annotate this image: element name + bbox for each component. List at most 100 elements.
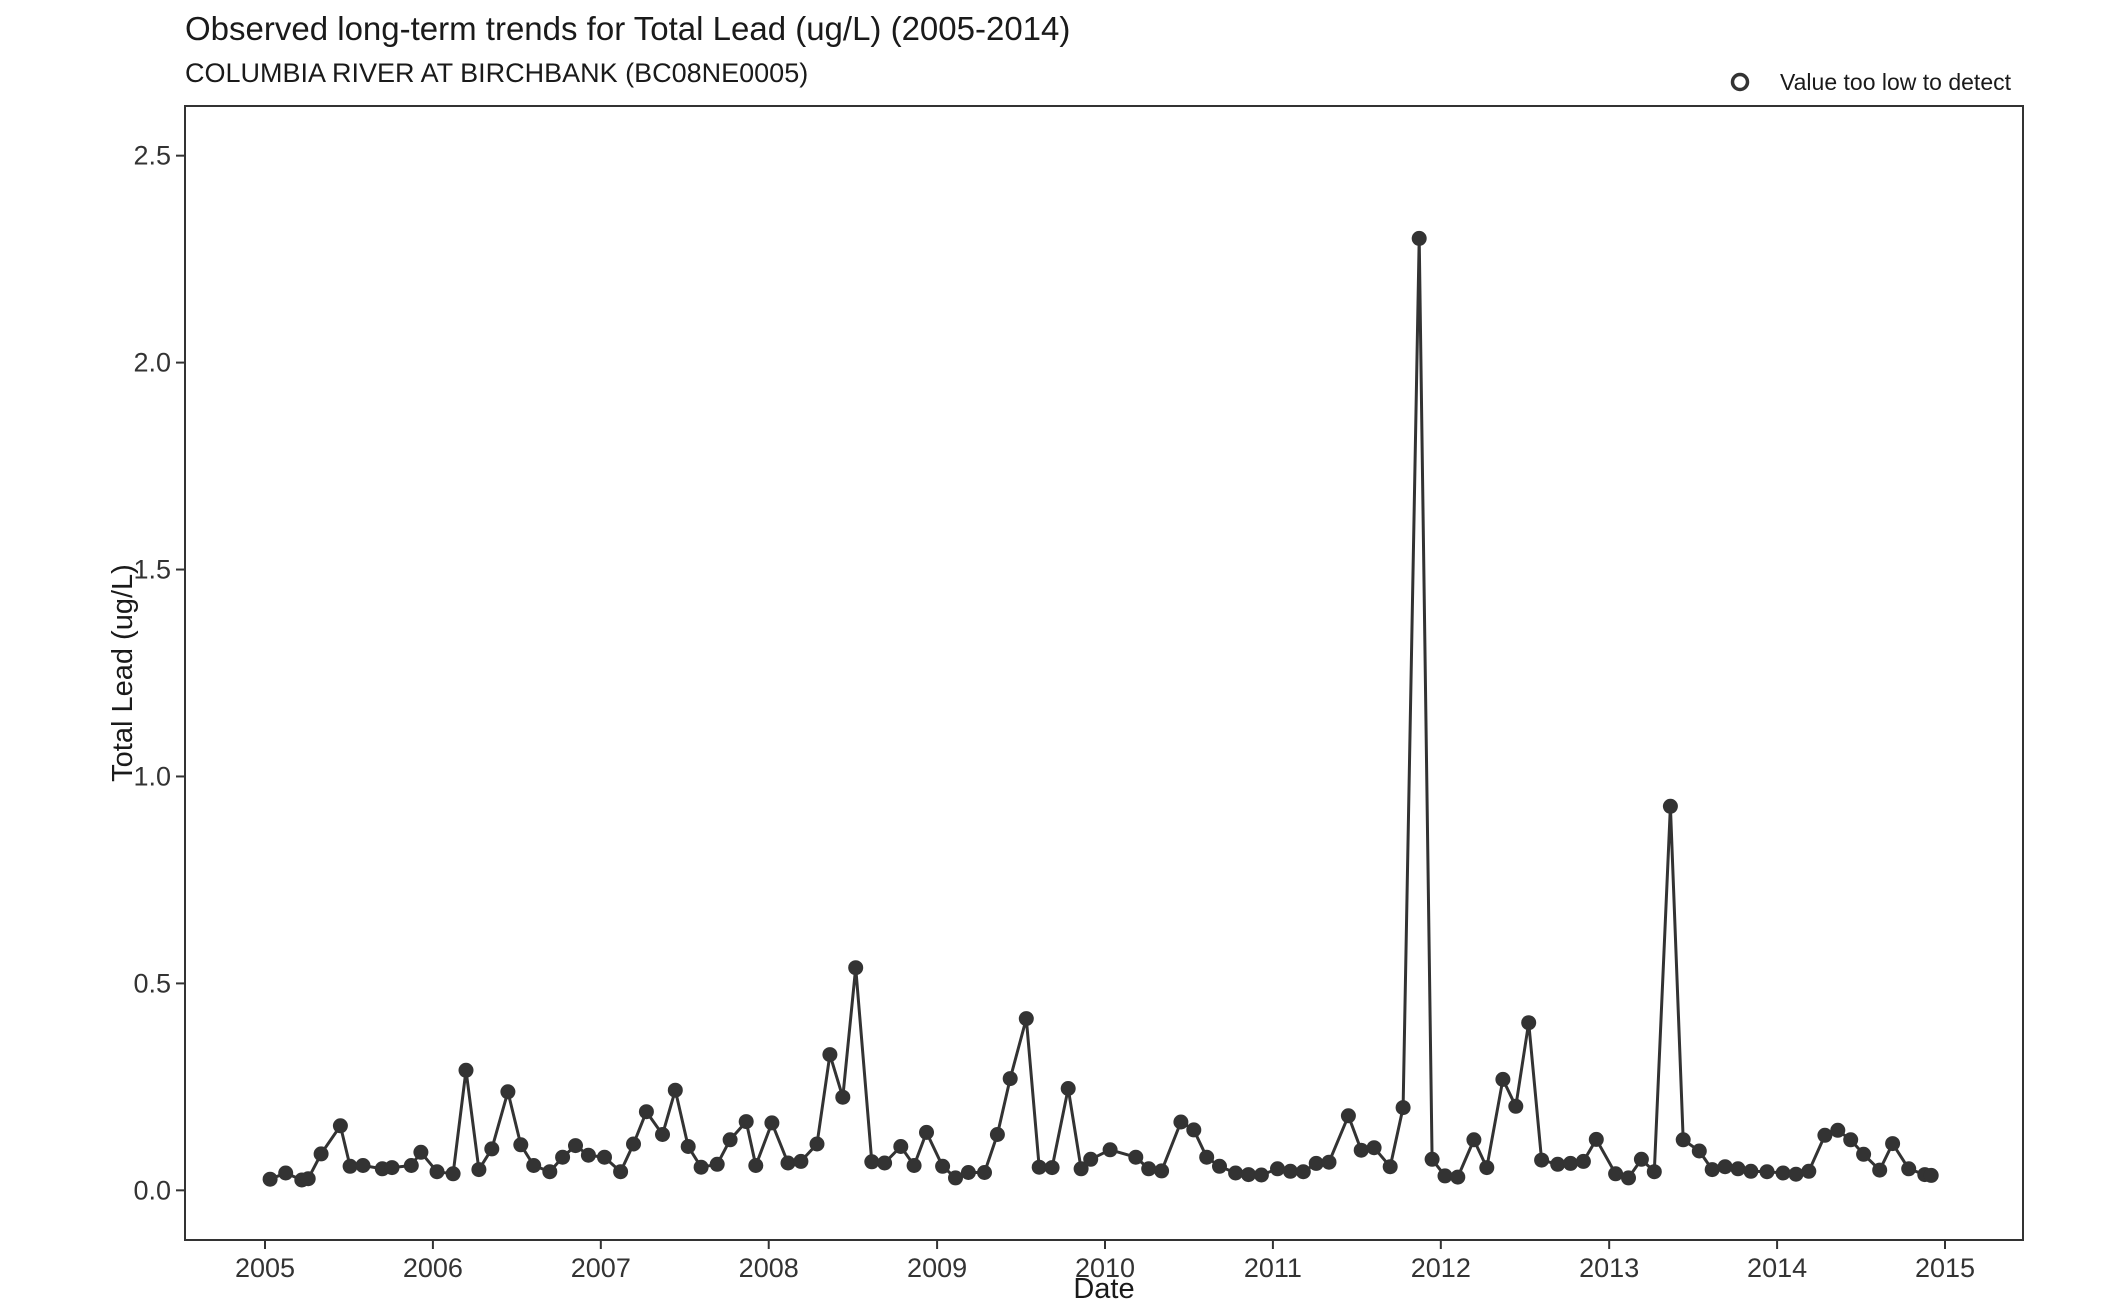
data-point: [1717, 1159, 1733, 1175]
y-tick-label: 2.5: [133, 141, 171, 171]
data-point: [1353, 1142, 1369, 1158]
data-point: [384, 1160, 400, 1176]
data-point: [262, 1171, 278, 1187]
y-axis-title: Total Lead (ug/L): [107, 564, 139, 782]
data-point: [458, 1062, 474, 1078]
x-axis: 2005 2006 2007 2008 2009 2010 2011 2012 2013 2014…: [235, 1240, 1975, 1283]
data-point: [568, 1138, 583, 1154]
data-point: [342, 1158, 358, 1174]
data-point: [1450, 1169, 1466, 1185]
data-point: [822, 1047, 838, 1063]
data-point: [738, 1114, 754, 1130]
y-tick-label: 1.5: [133, 555, 171, 585]
data-point: [1856, 1146, 1872, 1162]
data-point: [667, 1082, 683, 1098]
x-tick-label: 2006: [403, 1253, 463, 1283]
data-point: [1253, 1167, 1269, 1183]
data-point: [709, 1156, 725, 1172]
legend-label: Value too low to detect: [1780, 69, 2012, 95]
data-point: [780, 1155, 796, 1171]
x-tick-label: 2007: [571, 1253, 631, 1283]
series-layer: [262, 230, 1939, 1188]
data-point: [1173, 1114, 1189, 1130]
data-point: [1801, 1163, 1817, 1179]
data-point: [793, 1153, 809, 1169]
data-point: [638, 1104, 654, 1120]
data-point: [1437, 1168, 1453, 1184]
data-point: [1128, 1149, 1144, 1165]
data-point: [1228, 1165, 1244, 1181]
legend-open-circle-icon: [1730, 72, 1750, 92]
data-point: [1395, 1100, 1411, 1116]
data-point: [555, 1149, 571, 1165]
data-point: [1550, 1156, 1566, 1172]
data-point: [919, 1124, 934, 1140]
data-point: [1044, 1160, 1060, 1176]
data-point: [1885, 1136, 1901, 1152]
data-point: [1141, 1161, 1157, 1177]
data-point: [580, 1147, 596, 1163]
x-tick-label: 2013: [1579, 1253, 1639, 1283]
data-point: [500, 1084, 516, 1100]
data-point: [977, 1165, 992, 1180]
data-point: [1788, 1166, 1804, 1182]
data-point: [526, 1158, 542, 1173]
data-point: [989, 1127, 1005, 1142]
data-point: [1575, 1153, 1591, 1169]
plot-panel: [184, 105, 2024, 1241]
data-point: [355, 1158, 371, 1173]
x-tick-label: 2014: [1747, 1253, 1807, 1283]
data-point: [1382, 1159, 1398, 1175]
data-point: [413, 1144, 429, 1160]
chart-title: Observed long-term trends for Total Lead…: [185, 10, 1070, 47]
chart-subtitle: COLUMBIA RIVER AT BIRCHBANK (BC08NE0005): [185, 58, 808, 88]
data-point: [1340, 1108, 1356, 1124]
data-point: [1633, 1151, 1649, 1167]
data-point: [278, 1165, 294, 1181]
data-point: [542, 1164, 558, 1180]
data-point: [1308, 1155, 1324, 1171]
data-point: [1321, 1154, 1337, 1170]
data-point: [1588, 1131, 1604, 1147]
data-point: [906, 1158, 922, 1173]
data-point: [484, 1141, 500, 1157]
data-point: [1759, 1164, 1775, 1180]
data-point: [1730, 1161, 1746, 1177]
data-point: [1212, 1158, 1227, 1174]
data-point: [1083, 1151, 1099, 1167]
data-point: [1743, 1163, 1759, 1179]
data-point: [1018, 1011, 1034, 1027]
x-tick-label: 2009: [907, 1253, 967, 1283]
data-point: [1608, 1166, 1624, 1182]
data-point: [1923, 1167, 1939, 1183]
x-tick-label: 2008: [739, 1253, 799, 1283]
data-point: [313, 1146, 329, 1162]
data-point: [513, 1137, 529, 1153]
data-point: [1154, 1163, 1170, 1179]
data-point: [403, 1158, 419, 1173]
data-point: [1817, 1127, 1833, 1143]
y-tick-label: 1.0: [133, 761, 171, 791]
data-point: [1646, 1164, 1662, 1180]
data-point: [1521, 1015, 1537, 1031]
data-point: [300, 1171, 316, 1187]
data-point: [1534, 1152, 1550, 1168]
data-point: [1199, 1149, 1215, 1165]
data-point: [332, 1118, 348, 1134]
data-point: [1060, 1081, 1076, 1096]
data-point: [1424, 1151, 1440, 1167]
data-point: [960, 1165, 976, 1180]
data-point: [1675, 1132, 1691, 1148]
data-point: [1031, 1159, 1047, 1175]
x-tick-label: 2010: [1075, 1253, 1135, 1283]
data-point: [626, 1136, 641, 1152]
data-point: [655, 1127, 670, 1142]
x-axis-title: Date: [1073, 1273, 1134, 1305]
data-point: [1102, 1142, 1118, 1158]
data-point: [893, 1139, 909, 1154]
legend: Value too low to detect: [1730, 69, 2012, 95]
data-point: [1621, 1170, 1636, 1186]
data-point: [597, 1149, 612, 1165]
data-point: [1508, 1098, 1524, 1114]
y-tick-label: 2.0: [133, 348, 171, 378]
